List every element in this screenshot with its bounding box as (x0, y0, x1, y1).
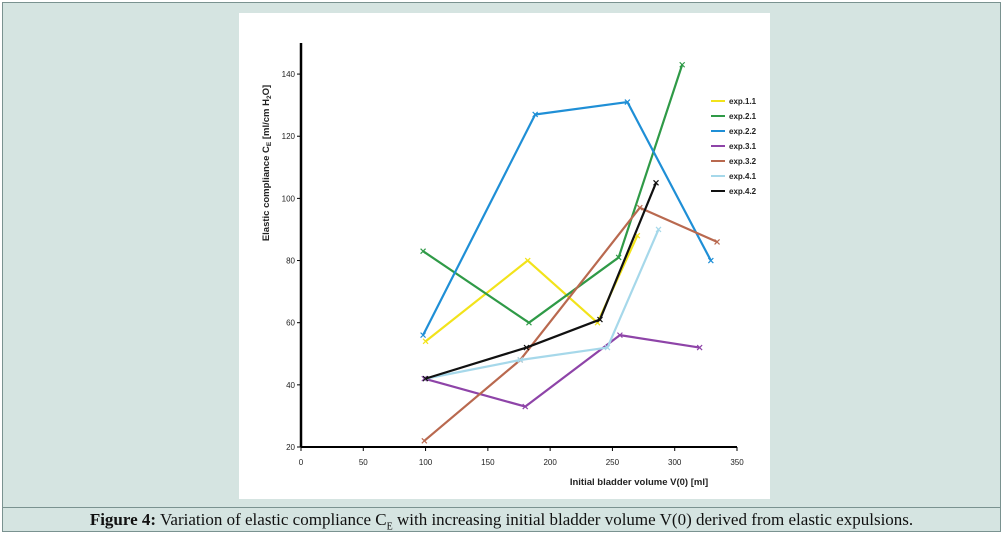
data-point (597, 316, 603, 323)
legend-label: exp.4.1 (729, 172, 757, 181)
data-point (420, 332, 427, 339)
data-point (421, 437, 428, 444)
y-tick-label: 40 (286, 381, 295, 390)
data-point (707, 257, 714, 264)
x-tick-label: 200 (543, 458, 557, 467)
caption-text-before: Variation of elastic compliance C (156, 510, 387, 529)
x-tick-label: 350 (730, 458, 744, 467)
series-line-exp-4-2 (425, 182, 658, 380)
caption-label: Figure 4: (89, 510, 157, 529)
data-point (532, 111, 539, 118)
x-tick-label: 150 (481, 458, 495, 467)
series-line-exp-4-1 (425, 229, 660, 380)
data-point (422, 338, 429, 345)
data-point (523, 344, 530, 351)
data-point (653, 179, 659, 186)
data-point (615, 254, 622, 261)
chart-series (420, 61, 720, 444)
data-point (517, 357, 524, 363)
x-tick-label: 250 (606, 458, 620, 467)
data-point (616, 332, 623, 339)
y-tick-label: 120 (282, 132, 296, 141)
legend-label: exp.3.1 (729, 142, 757, 151)
series-line-exp-3-2 (423, 206, 718, 442)
figure-image: 0 50 100 150 200 250 300 350 20 40 60 80 100 120 140 e… (239, 13, 770, 499)
data-point (604, 344, 611, 351)
data-point (696, 344, 703, 351)
data-point (636, 204, 643, 211)
x-tick-label: 100 (419, 458, 433, 467)
data-point (714, 238, 720, 245)
data-point (679, 61, 686, 68)
data-point (624, 99, 631, 105)
y-tick-label: 20 (286, 443, 295, 452)
legend-label: exp.4.2 (729, 187, 757, 196)
data-point (522, 403, 529, 410)
legend-label: exp.1.1 (729, 97, 757, 106)
data-point (422, 375, 429, 382)
data-point (420, 248, 427, 255)
y-tick-label: 100 (282, 194, 296, 203)
figure-caption: Figure 4: Variation of elastic complianc… (3, 510, 1000, 532)
chart-legend: exp.1.1 exp.2.1 exp.2.2 exp.3.1 exp.3.2 exp.4… (711, 97, 757, 196)
data-point (421, 375, 428, 382)
y-tick-label: 60 (286, 319, 295, 328)
x-tick-label: 50 (359, 458, 368, 467)
caption-text-after: with increasing initial bladder volume V… (392, 510, 914, 529)
data-point (524, 257, 531, 264)
legend-label: exp.2.2 (729, 127, 757, 136)
y-tick-label: 80 (286, 257, 295, 266)
x-axis-label: Initial bladder volume V(0) [ml] (570, 477, 708, 488)
x-tick-label: 0 (299, 458, 304, 467)
line-chart: 0 50 100 150 200 250 300 350 20 40 60 80 100 120 140 e… (261, 43, 757, 488)
x-tick-label: 300 (668, 458, 682, 467)
legend-label: exp.3.2 (729, 157, 757, 166)
series-line-exp-2-2 (422, 100, 712, 336)
data-point (655, 226, 662, 233)
caption-subscript: E (386, 521, 393, 533)
caption-divider (3, 507, 1000, 508)
chart-axes: 0 50 100 150 200 250 300 350 20 40 60 80 100 120 140 (282, 43, 744, 467)
legend-label: exp.2.1 (729, 112, 757, 121)
series-line-exp-3-1 (424, 334, 700, 408)
data-point (526, 319, 532, 326)
y-tick-label: 140 (282, 70, 296, 79)
y-axis-label: Elastic compliance CE [ml/cm H2O] (261, 85, 273, 241)
